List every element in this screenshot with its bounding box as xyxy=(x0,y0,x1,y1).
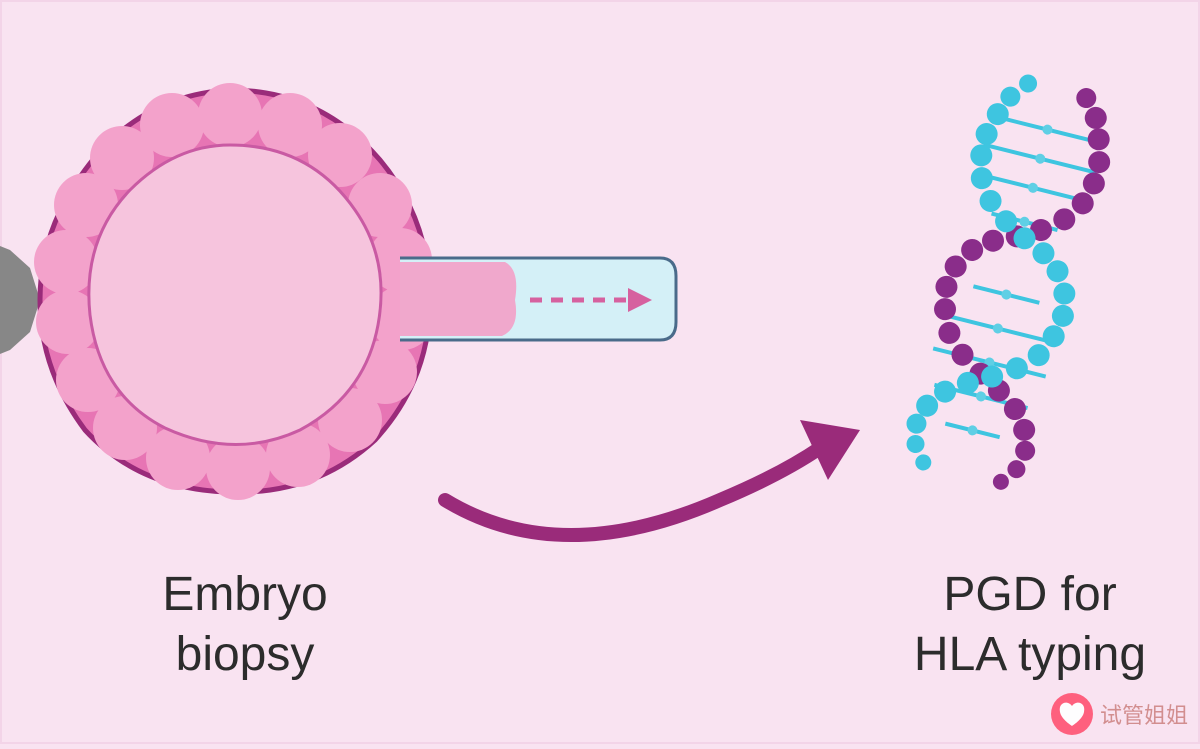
biopsy-pipette xyxy=(400,258,676,340)
left-label: Embryo biopsy xyxy=(95,565,395,685)
watermark-text: 试管姐姐 xyxy=(1100,698,1188,730)
biopsied-cell xyxy=(400,262,516,336)
diagram-canvas: Embryo biopsy PGD for HLA typing 试管姐姐 xyxy=(0,0,1200,744)
right-label: PGD for HLA typing xyxy=(865,565,1195,685)
watermark: 试管姐姐 xyxy=(1050,692,1188,736)
watermark-heart-icon xyxy=(1050,692,1094,736)
